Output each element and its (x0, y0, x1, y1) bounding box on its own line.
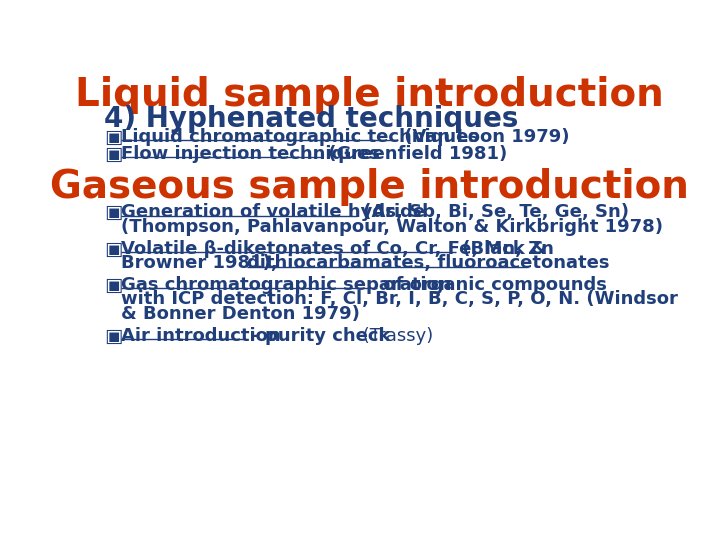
Text: ▣: ▣ (104, 327, 122, 346)
Text: Air introduction: Air introduction (121, 327, 281, 345)
Text: (Greenfield 1981): (Greenfield 1981) (322, 145, 507, 163)
Text: Flow injection techniques: Flow injection techniques (121, 145, 380, 163)
Text: (Van Loon 1979): (Van Loon 1979) (398, 128, 570, 146)
Text: Gaseous sample introduction: Gaseous sample introduction (50, 168, 688, 206)
Text: ▣: ▣ (104, 204, 122, 222)
Text: ▣: ▣ (104, 145, 122, 164)
Text: ▣: ▣ (104, 276, 122, 295)
Text: ▣: ▣ (104, 128, 122, 147)
Text: & Bonner Denton 1979): & Bonner Denton 1979) (121, 305, 360, 323)
Text: (Thompson, Pahlavanpour, Walton & Kirkbright 1978): (Thompson, Pahlavanpour, Walton & Kirkbr… (121, 218, 663, 236)
Text: Gas chromatographic separation: Gas chromatographic separation (121, 276, 451, 294)
Text: - purity check: - purity check (245, 327, 390, 345)
Text: Volatile β-diketonates of Co, Cr, Fe, Mn, Zn: Volatile β-diketonates of Co, Cr, Fe, Mn… (121, 240, 554, 258)
Text: Liquid chromatographic techniques: Liquid chromatographic techniques (121, 128, 479, 146)
Text: Generation of volatile hydride: Generation of volatile hydride (121, 204, 425, 221)
Text: with ICP detection: F, Cl, Br, I, B, C, S, P, O, N. (Windsor: with ICP detection: F, Cl, Br, I, B, C, … (121, 291, 678, 308)
Text: 4) Hyphenated techniques: 4) Hyphenated techniques (104, 105, 518, 133)
Text: Browner 1981),: Browner 1981), (121, 254, 284, 272)
Text: (Trassy): (Trassy) (357, 327, 433, 345)
Text: (Black &: (Black & (456, 240, 547, 258)
Text: dithiocarbamates, fluoroacetonates: dithiocarbamates, fluoroacetonates (248, 254, 610, 272)
Text: ▣: ▣ (104, 240, 122, 259)
Text: (As, Sb, Bi, Se, Te, Ge, Sn): (As, Sb, Bi, Se, Te, Ge, Sn) (356, 204, 629, 221)
Text: Liquid sample introduction: Liquid sample introduction (75, 76, 663, 114)
Text: of organic compounds: of organic compounds (377, 276, 607, 294)
